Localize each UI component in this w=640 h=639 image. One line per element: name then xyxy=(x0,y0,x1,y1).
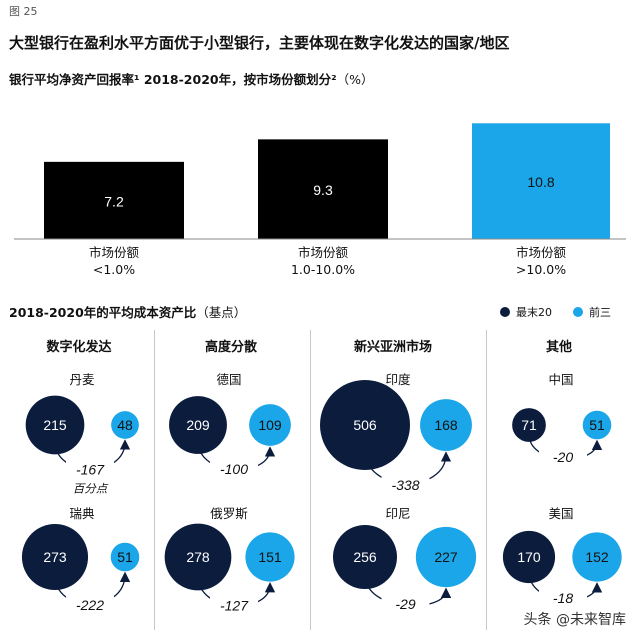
roe-category-label: >10.0% xyxy=(516,262,566,277)
bubble-top3-value: 227 xyxy=(434,549,458,565)
group-header-digital: 数字化发达 xyxy=(46,340,112,355)
legend-top3-swatch xyxy=(573,307,583,317)
diff-unit-note: 百分点 xyxy=(73,481,109,495)
figure-label: 图 25 xyxy=(9,5,38,18)
bubble-bottom20 xyxy=(169,396,227,454)
diff-label: -20 xyxy=(553,449,573,465)
group-header-other: 其他 xyxy=(545,340,572,355)
legend-top3: 前三 xyxy=(573,304,611,320)
watermark: 头条 @未来智库 xyxy=(523,612,626,628)
column-divider xyxy=(154,330,155,630)
roe-chart-title-text: 银行平均净资产回报率¹ 2018-2020年，按市场份额划分² xyxy=(9,72,337,87)
bubble-bottom20-value: 273 xyxy=(43,549,67,565)
column-divider xyxy=(310,330,311,630)
cost-chart-title-text: 2018-2020年的平均成本资产比 xyxy=(9,305,197,320)
bubble-top3-value: 109 xyxy=(258,417,282,433)
diff-label-background xyxy=(66,595,114,616)
bubble-bottom20 xyxy=(332,524,398,590)
group-header-emerging-asia: 新兴亚洲市场 xyxy=(353,340,432,355)
roe-chart-title: 银行平均净资产回报率¹ 2018-2020年，按市场份额划分²（%） xyxy=(9,69,373,88)
bubble-bottom20-value: 170 xyxy=(517,549,541,565)
column-divider xyxy=(486,330,487,630)
bubble-bottom20 xyxy=(512,408,546,442)
country-label-sweden: 瑞典 xyxy=(69,506,95,521)
roe-bar xyxy=(258,139,388,239)
bubble-top3 xyxy=(110,542,140,572)
diff-label: -338 xyxy=(391,477,419,493)
bubble-top3-value: 48 xyxy=(117,417,133,433)
diff-label: -100 xyxy=(220,461,248,477)
bubble-bottom20 xyxy=(21,523,89,591)
bubble-top3 xyxy=(111,411,139,439)
bubble-top3-value: 152 xyxy=(585,549,609,565)
roe-category-label: 市场份额 xyxy=(516,245,567,260)
roe-bar xyxy=(44,161,184,239)
diff-label-background xyxy=(539,446,587,467)
bubble-top3 xyxy=(572,532,622,582)
roe-bar-chart: 7.2 市场份额 <1.0% 9.3 市场份额 1.0-10.0% 10.8 市场份额 >10.… xyxy=(14,123,626,277)
bubble-bottom20-value: 278 xyxy=(186,549,210,565)
main-title: 大型银行在盈利水平方面优于小型银行，主要体现在数字化发达的国家/地区 xyxy=(9,34,510,52)
diff-label: -18 xyxy=(553,590,573,606)
country-label-russia: 俄罗斯 xyxy=(210,506,248,521)
bubble-bottom20-value: 71 xyxy=(521,417,537,433)
bubble-top3-value: 151 xyxy=(258,549,282,565)
diff-label-background xyxy=(66,459,114,480)
bubble-bottom20 xyxy=(25,395,85,455)
roe-category-label: 市场份额 xyxy=(298,245,349,260)
bubble-top3 xyxy=(245,532,295,582)
roe-bar xyxy=(472,123,610,239)
bubble-top3 xyxy=(249,404,291,446)
diff-label: -222 xyxy=(76,597,104,613)
roe-category-label: 1.0-10.0% xyxy=(291,262,355,277)
cost-chart-title: 2018-2020年的平均成本资产比（基点） xyxy=(9,302,246,321)
legend-bottom20-swatch xyxy=(500,307,510,317)
diff-label: -167 xyxy=(76,461,105,477)
bubble-top3 xyxy=(420,399,472,451)
diff-label: -29 xyxy=(395,596,415,612)
bubble-top3 xyxy=(415,526,477,588)
country-label-usa: 美国 xyxy=(548,506,574,521)
bubble-bottom20 xyxy=(502,530,556,584)
bubble-top3-value: 51 xyxy=(589,417,605,433)
bubble-top3-value: 168 xyxy=(434,417,458,433)
bubble-top3 xyxy=(582,410,612,440)
country-label-denmark: 丹麦 xyxy=(69,372,95,387)
diff-label-background xyxy=(210,595,258,616)
bubble-bottom20-value: 209 xyxy=(186,417,210,433)
diff-label-background xyxy=(539,588,587,609)
diff-label-background xyxy=(210,458,258,479)
bubble-bottom20-value: 215 xyxy=(43,417,67,433)
diff-label: -127 xyxy=(220,597,249,613)
bubble-bottom20-value: 256 xyxy=(353,549,377,565)
country-label-china: 中国 xyxy=(548,372,574,387)
bubble-bottom20-value: 506 xyxy=(353,417,377,433)
roe-bar-value-label: 10.8 xyxy=(527,174,554,190)
diff-label-background xyxy=(381,594,430,615)
bubble-top3-value: 51 xyxy=(117,549,133,565)
legend-bottom20-label: 最末20 xyxy=(516,306,552,319)
roe-category-label: <1.0% xyxy=(93,262,135,277)
diff-label-background xyxy=(381,475,430,495)
group-header-fragmented: 高度分散 xyxy=(204,340,257,355)
country-label-india: 印度 xyxy=(385,372,411,387)
roe-bar-value-label: 9.3 xyxy=(313,182,333,198)
legend-top3-label: 前三 xyxy=(589,306,611,319)
bubble-bottom20 xyxy=(164,523,232,591)
bubble-bottom20 xyxy=(320,380,410,470)
country-label-indonesia: 印尼 xyxy=(385,506,411,521)
roe-bar-value-label: 7.2 xyxy=(104,193,124,209)
cost-chart-unit: （基点） xyxy=(196,305,247,320)
roe-category-label: 市场份额 xyxy=(89,245,140,260)
country-label-germany: 德国 xyxy=(216,372,242,387)
roe-chart-unit: （%） xyxy=(336,72,374,87)
legend-bottom20: 最末20 xyxy=(500,304,552,320)
cost-bubble-chart: 215 48 -167 百分点 273 51 -222 209 109 -100 278 151 -12… xyxy=(21,380,622,616)
